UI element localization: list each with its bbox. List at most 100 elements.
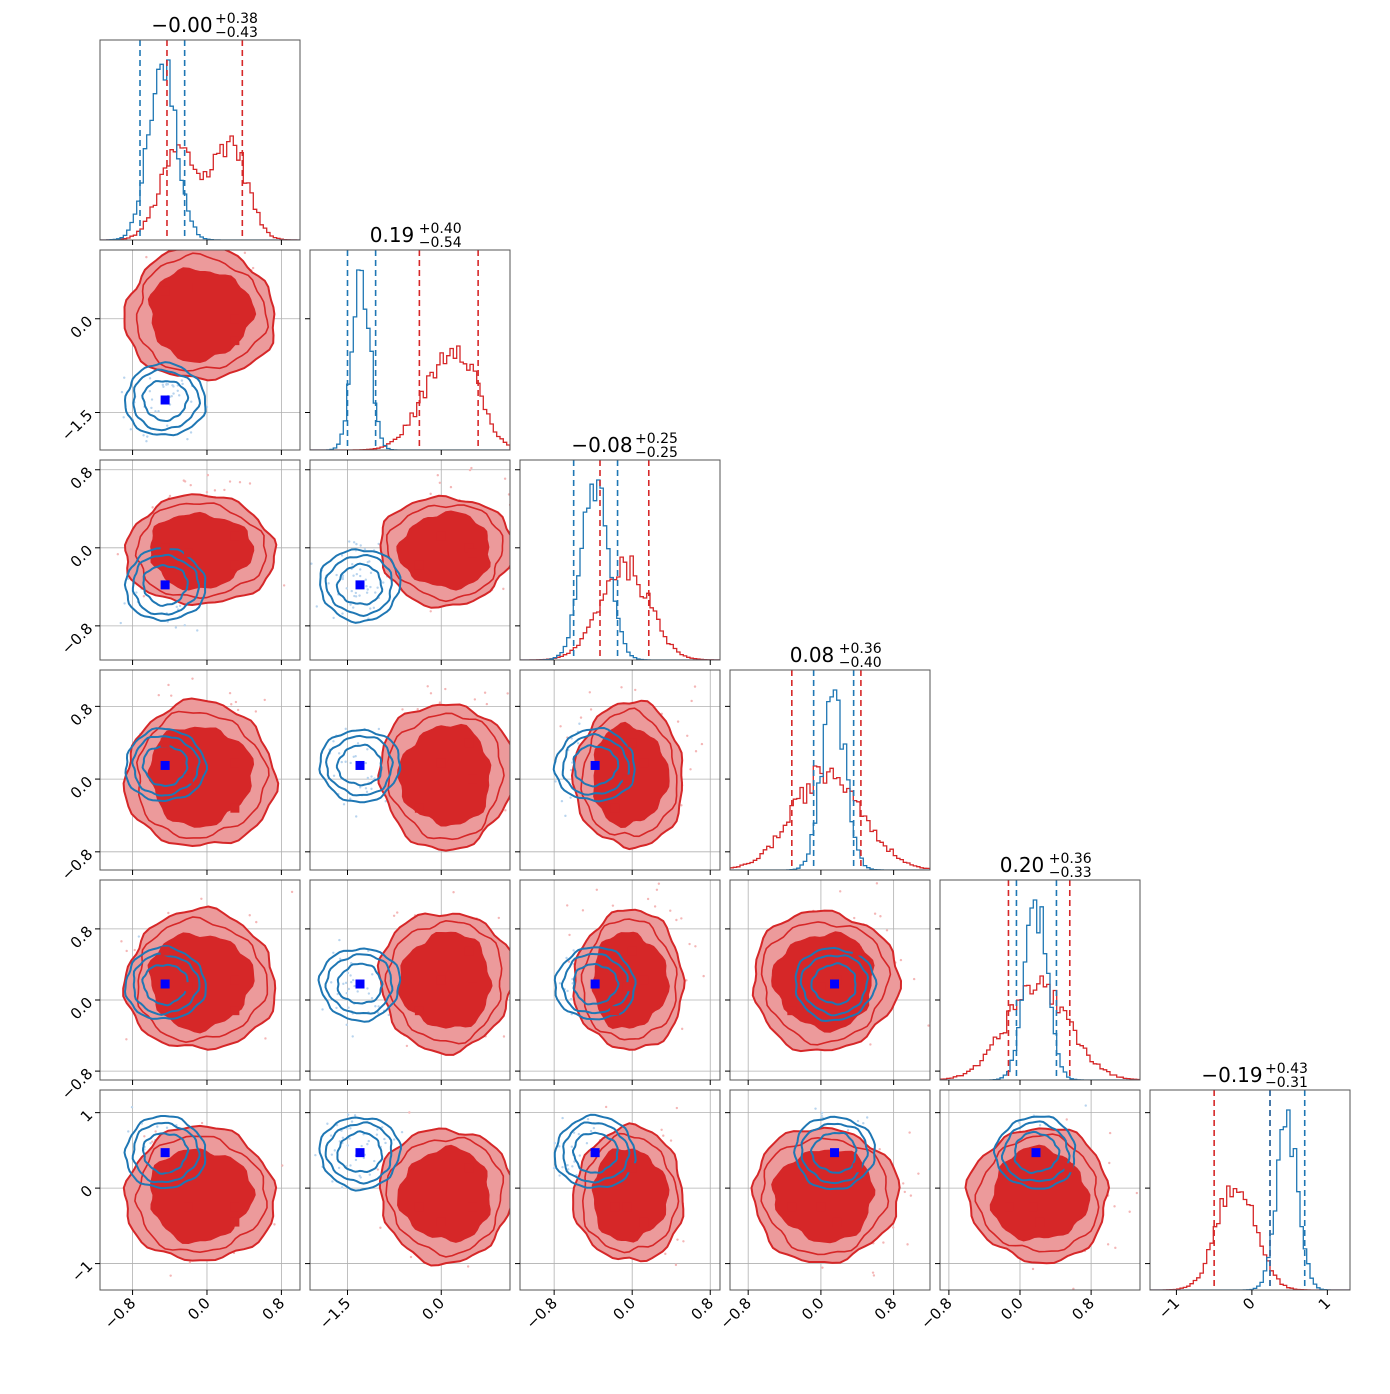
sample-point	[165, 383, 168, 386]
sample-point	[657, 882, 661, 885]
sample-point	[620, 686, 623, 689]
truth-marker-blue	[355, 580, 365, 590]
x-tick-label: 0.0	[798, 1294, 828, 1324]
sample-point	[356, 990, 359, 993]
sample-point	[927, 1024, 930, 1027]
panel-frame	[309, 459, 511, 661]
sample-point	[359, 568, 362, 571]
sample-point	[349, 761, 352, 765]
panel-4-1	[305, 879, 540, 1085]
sample-point	[935, 1021, 937, 1023]
mode-marker-red	[160, 946, 170, 956]
sample-point	[365, 591, 369, 594]
contour-blue-inner	[141, 745, 189, 788]
sample-point	[178, 604, 182, 608]
sample-point	[1106, 1243, 1110, 1246]
panel-content	[520, 460, 720, 660]
sample-point	[558, 1145, 561, 1148]
panel-content	[520, 670, 720, 870]
sample-point	[384, 1141, 387, 1145]
title-upper: +0.25	[635, 431, 678, 447]
sample-point	[377, 727, 381, 731]
mode-marker-red	[468, 774, 477, 784]
sample-point	[875, 882, 879, 885]
sample-point	[281, 1164, 284, 1167]
sample-point	[444, 687, 447, 691]
mode-marker-red	[1004, 1202, 1014, 1212]
panel-frame	[519, 879, 721, 1081]
sample-point	[571, 982, 574, 985]
sample-point	[449, 485, 453, 489]
sample-point	[355, 572, 359, 576]
sample-point	[676, 720, 680, 723]
sample-point	[116, 553, 120, 556]
contour-blue-outer	[124, 727, 209, 803]
x-tick-label: 0.0	[184, 1294, 214, 1324]
sample-point	[174, 626, 178, 629]
mode-marker-red	[852, 1163, 862, 1173]
panel-title: 0.19	[370, 223, 415, 247]
mode-marker-red	[230, 1006, 240, 1016]
contour-blue-inner	[141, 1132, 190, 1175]
sample-point	[336, 992, 339, 996]
mode-marker-red	[230, 1202, 240, 1212]
y-tick-label: 0.8	[67, 923, 97, 953]
contour-red-mid	[385, 1136, 505, 1258]
panel-4-4	[935, 879, 1141, 1085]
truth-marker-blue	[355, 760, 365, 770]
sample-point	[504, 809, 507, 812]
sample-point	[408, 1111, 411, 1114]
sample-point	[165, 1126, 169, 1129]
sample-point	[142, 595, 146, 598]
panel-content	[100, 250, 300, 450]
panel-content	[100, 1090, 300, 1290]
sample-point	[282, 584, 286, 587]
sample-point	[157, 693, 160, 697]
x-tick-label: −0.8	[522, 1294, 560, 1332]
sample-point	[369, 585, 372, 589]
sample-point	[223, 488, 226, 492]
sample-point	[337, 1166, 341, 1170]
sample-point	[360, 1144, 363, 1148]
panel-4-3	[725, 879, 937, 1085]
panel-2-2	[515, 459, 721, 665]
sample-point	[872, 1274, 876, 1277]
y-tick-label: −0.8	[58, 619, 96, 657]
sample-point	[369, 571, 373, 575]
sample-point	[371, 973, 374, 976]
panel-frame	[519, 669, 721, 871]
mode-marker-red	[183, 982, 193, 992]
sample-point	[392, 1138, 396, 1141]
sample-point	[189, 483, 192, 487]
sample-point	[366, 1142, 369, 1146]
sample-point	[335, 1006, 338, 1010]
sample-point	[664, 1252, 667, 1256]
sample-point	[538, 958, 540, 960]
y-tick-label: 0	[77, 1182, 96, 1201]
sample-point	[380, 1126, 384, 1129]
panel-content	[730, 880, 937, 1080]
sample-point	[560, 799, 564, 803]
sample-point	[694, 945, 697, 948]
mode-marker-red	[183, 774, 193, 784]
panel-content	[1150, 1090, 1350, 1290]
contour-blue-inner	[572, 962, 620, 1006]
sample-point	[356, 742, 360, 745]
sample-point	[347, 987, 351, 991]
sample-point	[570, 1145, 574, 1148]
sample-point	[238, 481, 242, 484]
contour-blue-mid	[132, 952, 201, 1016]
mode-marker-red	[414, 560, 424, 570]
panel-content	[100, 460, 300, 660]
sample-point	[148, 377, 152, 380]
sample-point	[352, 755, 355, 758]
panel-frame	[99, 249, 301, 451]
contour-red-mid	[134, 502, 268, 600]
sample-point	[429, 492, 432, 496]
sample-point	[358, 1174, 361, 1177]
title-upper: +0.43	[1265, 1061, 1308, 1077]
sample-point	[127, 1130, 130, 1133]
sample-point	[1084, 1104, 1087, 1107]
sample-point	[359, 574, 362, 578]
sample-point	[119, 621, 122, 625]
